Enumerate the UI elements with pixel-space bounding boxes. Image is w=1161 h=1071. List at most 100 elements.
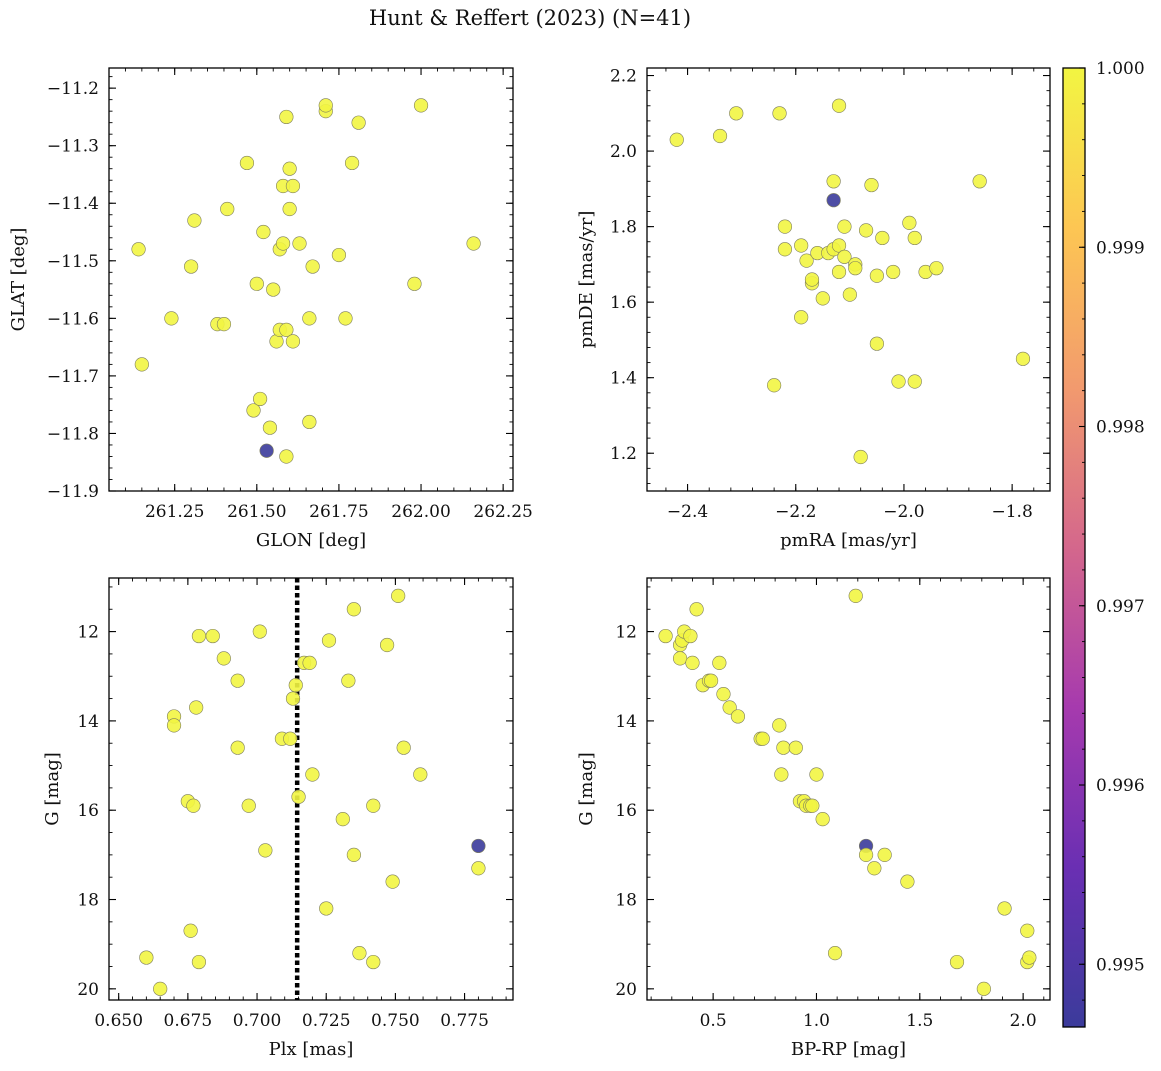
data-point bbox=[776, 740, 791, 755]
data-point bbox=[153, 981, 168, 996]
data-point bbox=[216, 651, 231, 666]
data-point bbox=[471, 861, 486, 876]
data-point bbox=[831, 98, 847, 113]
data-point bbox=[279, 322, 294, 337]
data-point bbox=[877, 847, 892, 862]
data-point bbox=[252, 624, 267, 639]
x-tick-label: 261.25 bbox=[145, 502, 204, 522]
x-tick-label: 261.75 bbox=[309, 502, 368, 522]
data-point bbox=[848, 261, 863, 276]
data-point bbox=[338, 311, 353, 326]
data-point bbox=[131, 242, 146, 257]
data-point bbox=[318, 98, 333, 113]
y-tick-label: 14 bbox=[77, 712, 99, 732]
colorbar-tick-label: 0.996 bbox=[1096, 776, 1145, 796]
data-point bbox=[471, 838, 486, 854]
colorbar-tick-label: 0.998 bbox=[1096, 418, 1145, 438]
data-point bbox=[292, 236, 307, 251]
y-tick-label: 20 bbox=[615, 980, 637, 1000]
data-point bbox=[366, 954, 381, 970]
data-point bbox=[891, 374, 906, 389]
data-point bbox=[774, 767, 789, 782]
data-point bbox=[809, 767, 824, 782]
figure-title: Hunt & Reffert (2023) (N=41) bbox=[368, 6, 692, 30]
data-point bbox=[755, 731, 770, 746]
data-point bbox=[346, 602, 361, 617]
data-point bbox=[239, 155, 255, 171]
data-point bbox=[305, 259, 320, 274]
data-point bbox=[282, 161, 297, 176]
y-tick-label: 1.8 bbox=[610, 218, 637, 238]
x-tick-label: 0.750 bbox=[371, 1011, 420, 1031]
data-point bbox=[712, 655, 727, 670]
data-point bbox=[352, 946, 367, 961]
x-tick-label: 2.0 bbox=[1010, 1011, 1037, 1031]
data-point bbox=[997, 901, 1012, 916]
data-point bbox=[302, 655, 317, 670]
data-point bbox=[279, 449, 294, 464]
x-tick-label: 0.650 bbox=[94, 1011, 143, 1031]
data-point bbox=[321, 633, 337, 648]
y-tick-label: 18 bbox=[77, 891, 99, 911]
data-point bbox=[183, 923, 198, 938]
data-point bbox=[902, 215, 917, 230]
data-point bbox=[976, 981, 991, 996]
x-axis-label: GLON [deg] bbox=[256, 530, 366, 551]
data-point bbox=[396, 740, 411, 755]
data-point bbox=[729, 106, 744, 121]
data-point bbox=[794, 238, 809, 253]
data-point bbox=[722, 700, 737, 715]
data-point bbox=[407, 276, 422, 291]
data-point bbox=[794, 310, 809, 325]
data-point bbox=[799, 253, 814, 268]
colorbar: 0.995 0.996 0.997 0.998 0.999 1.000 bbox=[1062, 59, 1145, 1028]
scatter-points bbox=[131, 98, 481, 464]
data-point bbox=[672, 651, 688, 666]
data-point bbox=[285, 691, 301, 706]
data-point bbox=[837, 249, 852, 264]
data-point bbox=[869, 336, 884, 351]
x-tick-label: −2.0 bbox=[883, 502, 924, 522]
data-point bbox=[275, 236, 291, 251]
data-point bbox=[853, 449, 868, 465]
data-point bbox=[826, 174, 841, 189]
data-point bbox=[900, 874, 915, 889]
x-tick-label: 0.700 bbox=[233, 1011, 282, 1031]
data-point bbox=[230, 740, 245, 755]
data-point bbox=[291, 789, 306, 804]
data-point bbox=[669, 132, 684, 147]
data-point bbox=[189, 700, 204, 715]
data-point bbox=[858, 223, 874, 238]
data-point bbox=[730, 709, 746, 724]
data-point bbox=[302, 311, 317, 326]
data-point bbox=[164, 311, 179, 326]
y-axis-label: G [mag] bbox=[42, 752, 63, 825]
data-point bbox=[134, 357, 149, 372]
data-point bbox=[391, 588, 406, 603]
data-point bbox=[385, 874, 400, 889]
data-point bbox=[319, 901, 334, 916]
data-point bbox=[658, 628, 673, 644]
data-point bbox=[341, 673, 356, 688]
data-point bbox=[826, 193, 841, 208]
data-point bbox=[777, 219, 793, 234]
x-tick-label: 0.5 bbox=[700, 1011, 727, 1031]
data-point bbox=[907, 230, 922, 246]
data-point bbox=[191, 954, 207, 970]
data-point bbox=[772, 718, 787, 733]
x-tick-label: 1.0 bbox=[803, 1011, 830, 1031]
data-point bbox=[305, 767, 320, 782]
data-point bbox=[788, 740, 803, 755]
data-point bbox=[1022, 950, 1037, 965]
data-point bbox=[831, 264, 847, 280]
data-point bbox=[867, 861, 882, 876]
x-axis-label: pmRA [mas/yr] bbox=[780, 530, 917, 551]
data-point bbox=[191, 628, 207, 644]
data-point bbox=[805, 798, 820, 813]
panel-3: 0.650 0.675 0.700 0.725 0.750 0.775 12 14 16 18 20… bbox=[42, 577, 514, 1060]
data-point bbox=[827, 946, 843, 961]
y-tick-label: 12 bbox=[77, 623, 99, 643]
data-point bbox=[685, 655, 700, 670]
x-tick-label: 262.25 bbox=[473, 502, 532, 522]
